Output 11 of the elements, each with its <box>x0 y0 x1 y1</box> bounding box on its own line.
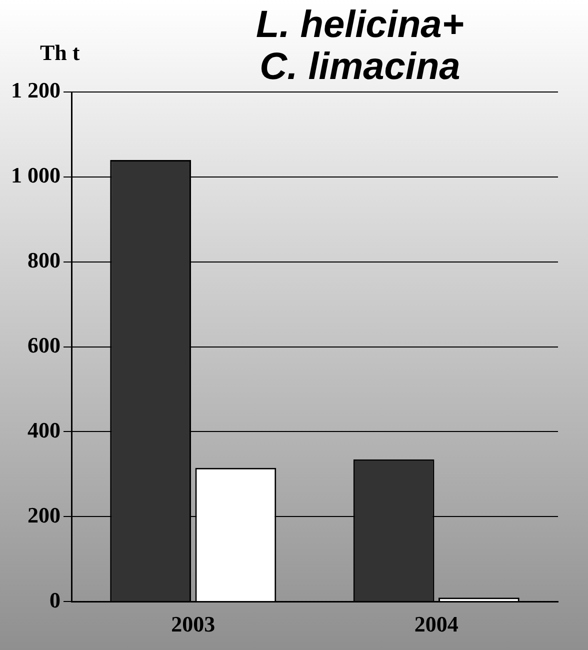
y-tick-label: 1 000 <box>11 162 60 188</box>
chart-title: L. helicina+ C. limacina <box>254 4 466 88</box>
y-tick-label: 600 <box>28 332 60 358</box>
y-axis-title: Th t <box>40 40 80 66</box>
y-tick-label: 200 <box>28 502 60 528</box>
y-tick-label: 1 200 <box>11 78 60 103</box>
x-tick-label: 2003 <box>171 611 216 636</box>
x-tick-label: 2004 <box>414 611 458 636</box>
y-tick-label: 800 <box>28 248 60 273</box>
y-tick-label: 400 <box>28 417 60 442</box>
y-tick-label: 0 <box>50 587 60 612</box>
